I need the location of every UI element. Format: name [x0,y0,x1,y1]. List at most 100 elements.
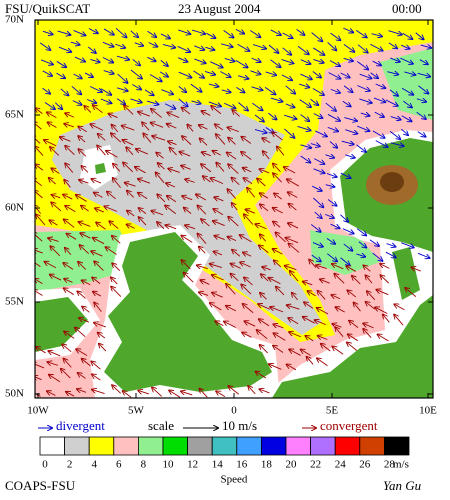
wind-arrow [289,349,301,356]
wind-arrow [415,32,424,40]
wind-arrow [103,71,114,74]
wind-arrow [78,373,86,379]
wind-arrow [340,72,350,77]
wind-arrow [237,43,250,51]
colorbar-label: 16 [236,459,248,471]
wind-arrow [132,84,141,90]
lat-label: 55N [5,296,24,308]
colorbar-label: 10 [163,459,175,471]
wind-arrow [35,279,43,285]
wind-arrow [206,32,215,38]
wind-arrow [104,206,118,212]
wind-arrow [317,308,329,315]
footer-left: COAPS-FSU [5,478,76,493]
wind-arrow [191,101,200,104]
wind-arrow [52,195,61,198]
wind-arrow [356,29,367,37]
footer-right: Yan Gu [383,478,422,493]
wind-arrow [417,73,431,76]
wind-arrow [370,43,382,50]
wind-arrow [212,275,224,281]
wind-arrow [184,208,192,214]
wind-arrow [344,117,357,121]
wind-arrow [273,173,282,183]
wind-arrow [187,124,194,132]
wind-arrow [257,179,266,187]
wind-arrow [401,45,409,49]
wind-arrow [125,183,136,187]
colorbar-swatch [310,436,336,456]
wind-arrow [334,274,345,284]
wind-arrow [63,263,74,270]
wind-arrow [253,44,266,49]
wind-arrow [354,303,361,312]
wind-arrow [373,97,385,102]
wind-arrow [47,112,57,119]
wind-arrow [47,122,57,128]
wind-arrow [369,239,379,246]
wind-arrow [400,57,413,64]
wind-arrow [363,265,371,272]
wind-arrow [272,132,283,141]
wind-arrow [61,369,71,379]
legend-convergent: convergent [320,418,378,433]
colorbar-unit: m/s [393,459,409,471]
wind-arrow [238,76,248,79]
wind-arrow [260,193,269,199]
wind-arrow [44,140,57,147]
wind-arrow [343,27,353,32]
wind-arrow [307,357,314,365]
wind-arrow [47,391,56,396]
wind-arrow [357,85,370,90]
wind-arrow [401,242,414,248]
wind-arrow [105,247,117,255]
wind-arrow [284,114,296,119]
wind-arrow [262,267,271,270]
wind-arrow [321,344,331,352]
wind-arrow [36,214,46,226]
wind-arrow [327,114,340,120]
wind-arrow [310,224,321,231]
wind-arrow [246,209,256,214]
colorbar-swatch [359,436,385,456]
wind-arrow [221,44,233,47]
wind-arrow [93,238,105,245]
wind-arrow [263,151,270,160]
wind-arrow [313,197,323,207]
lon-label: 5W [128,405,145,417]
wind-arrow [86,100,96,104]
wind-arrow [363,329,372,339]
wind-arrow [273,222,281,228]
wind-arrow [300,114,310,121]
wind-arrow [136,149,149,155]
wind-arrow [327,199,336,206]
wind-arrow [329,141,337,147]
wind-arrow [259,169,270,174]
wind-arrow [165,205,176,215]
wind-arrow [63,359,72,368]
wind-arrow [51,202,62,212]
wind-arrow [82,307,90,313]
wind-arrow [178,57,187,62]
wind-arrow [360,113,370,116]
wind-arrow [228,386,239,395]
wind-arrow [287,305,300,310]
wind-arrow [178,86,186,92]
wind-arrow [130,98,141,103]
wind-arrow [64,331,75,339]
wind-arrow [297,45,309,54]
colorbar-label: 6 [116,459,122,471]
wind-arrow [285,266,297,271]
wind-arrow [139,217,147,226]
wind-arrow [331,295,341,299]
wind-arrow [312,71,321,78]
wind-arrow [282,32,293,38]
wind-arrow [70,42,80,45]
wind-arrow [103,28,114,35]
wind-arrow [230,264,241,269]
wind-arrow [316,265,327,268]
wind-arrow [96,222,106,230]
wind-arrow [77,389,87,392]
wind-arrow [380,275,390,284]
wind-arrow [185,225,196,228]
